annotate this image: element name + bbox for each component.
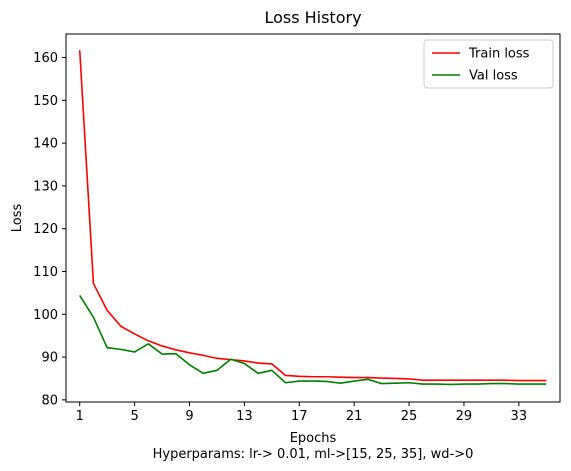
- x-tick-label: 13: [236, 409, 253, 424]
- x-tick-label: 5: [130, 409, 138, 424]
- y-tick-label: 130: [33, 179, 58, 194]
- legend-label: Train loss: [468, 47, 530, 62]
- y-tick-label: 80: [41, 393, 58, 408]
- x-tick-label: 9: [185, 409, 193, 424]
- chart-title: Loss History: [264, 8, 361, 27]
- y-tick-label: 160: [33, 51, 58, 66]
- y-axis: 80 90 100 110 120 130 140 150 160: [33, 51, 66, 408]
- y-tick-label: 90: [41, 351, 58, 366]
- y-tick-label: 120: [33, 222, 58, 237]
- x-axis-label: Epochs: [290, 431, 337, 446]
- x-tick-label: 17: [291, 409, 308, 424]
- y-tick-label: 100: [33, 308, 58, 323]
- series-line-train-loss: [78, 50, 547, 382]
- plot-frame: [65, 33, 561, 403]
- legend-box: [423, 39, 554, 89]
- legend-label: Val loss: [469, 69, 518, 84]
- y-tick-label: 150: [33, 94, 58, 109]
- y-axis-label: Loss: [10, 204, 25, 233]
- y-tick-label: 140: [33, 137, 58, 152]
- series-line-val-loss: [79, 295, 547, 386]
- x-tick-label: 25: [401, 409, 418, 424]
- legend: Train loss Val loss: [423, 39, 554, 89]
- hyperparams-caption: Hyperparams: lr-> 0.01, ml->[15, 25, 35]…: [153, 447, 474, 462]
- x-tick-label: 1: [76, 409, 84, 424]
- x-tick-label: 33: [511, 409, 528, 424]
- x-tick-label: 21: [346, 409, 363, 424]
- x-axis: 1 5 9 13 17 21 25 29 33: [76, 402, 528, 424]
- y-tick-label: 110: [33, 265, 58, 280]
- plot-area: [78, 50, 547, 386]
- x-tick-label: 29: [456, 409, 473, 424]
